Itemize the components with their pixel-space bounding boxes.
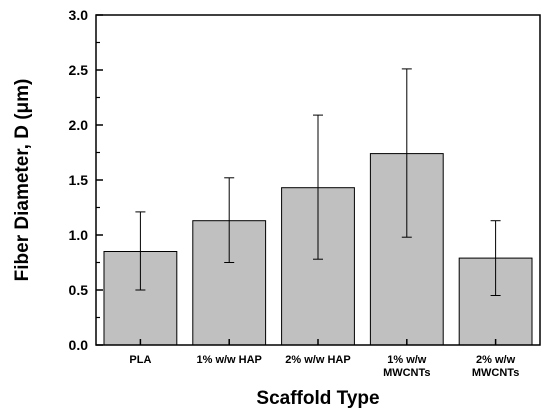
x-category-label-line: MWCNTs xyxy=(472,367,519,379)
x-category-label-line: 1% w/w xyxy=(387,354,427,366)
x-category-label-line: PLA xyxy=(129,354,151,366)
x-category-label-line: MWCNTs xyxy=(383,367,430,379)
x-category-label: 1% w/w HAP xyxy=(196,354,261,366)
x-category-label: PLA xyxy=(129,354,151,366)
error-bars-group xyxy=(135,68,501,296)
x-axis-title: Scaffold Type xyxy=(256,388,379,409)
y-tick-label: 0.5 xyxy=(69,282,89,298)
x-category-label: 2% w/w HAP xyxy=(285,354,350,366)
y-tick-label: 2.5 xyxy=(69,62,89,78)
y-tick-label: 3.0 xyxy=(69,7,89,23)
y-tick-label: 0.0 xyxy=(69,337,89,353)
x-category-label: 2% w/w MWCNTs xyxy=(472,354,519,379)
y-tick-label: 1.5 xyxy=(69,172,89,188)
y-axis: 0.0 0.5 1.0 1.5 2.0 2.5 3.0 xyxy=(69,7,103,353)
y-tick-label: 1.0 xyxy=(69,227,89,243)
x-category-label-line: 1% w/w HAP xyxy=(196,354,261,366)
x-category-label: 1% w/w MWCNTs xyxy=(383,354,430,379)
x-category-label-line: 2% w/w HAP xyxy=(285,354,350,366)
y-tick-label: 2.0 xyxy=(69,117,89,133)
x-category-label-line: 2% w/w xyxy=(476,354,516,366)
y-axis-title: Fiber Diameter, D (μm) xyxy=(12,79,33,282)
